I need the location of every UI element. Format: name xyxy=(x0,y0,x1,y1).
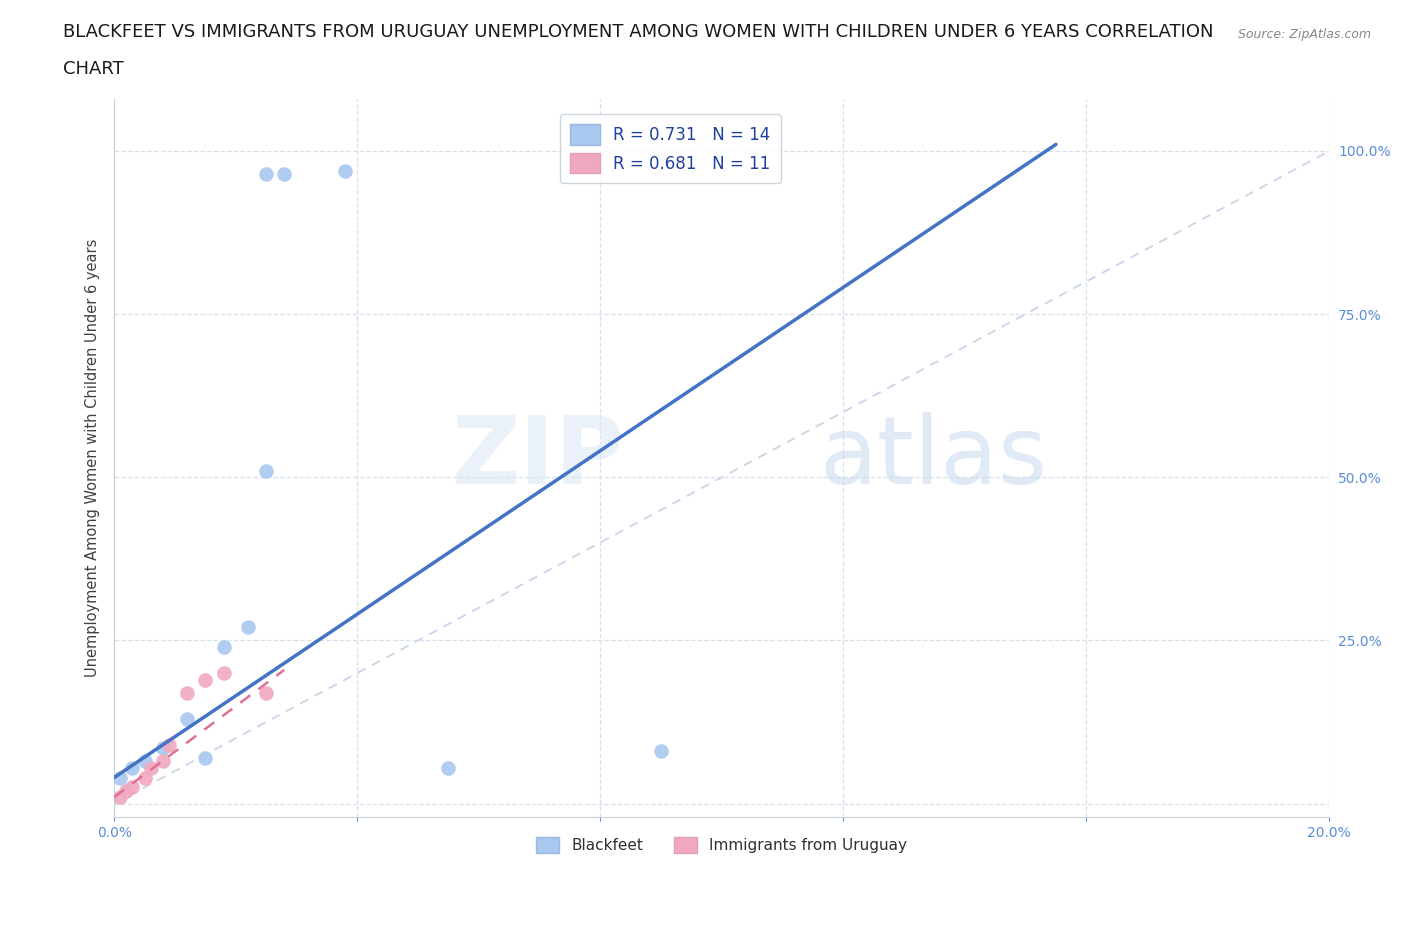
Text: BLACKFEET VS IMMIGRANTS FROM URUGUAY UNEMPLOYMENT AMONG WOMEN WITH CHILDREN UNDE: BLACKFEET VS IMMIGRANTS FROM URUGUAY UNE… xyxy=(63,23,1213,41)
Point xyxy=(152,740,174,755)
Text: ZIP: ZIP xyxy=(451,412,624,504)
Point xyxy=(194,751,217,765)
Point xyxy=(437,761,460,776)
Legend: Blackfeet, Immigrants from Uruguay: Blackfeet, Immigrants from Uruguay xyxy=(530,831,914,859)
Text: Source: ZipAtlas.com: Source: ZipAtlas.com xyxy=(1237,28,1371,41)
Point xyxy=(212,640,235,655)
Point xyxy=(139,761,162,776)
Point xyxy=(110,790,132,804)
Point xyxy=(121,761,143,776)
Point xyxy=(176,685,198,700)
Point xyxy=(115,783,138,798)
Text: atlas: atlas xyxy=(818,412,1047,504)
Point xyxy=(134,754,156,769)
Y-axis label: Unemployment Among Women with Children Under 6 years: Unemployment Among Women with Children U… xyxy=(86,238,100,677)
Point xyxy=(254,166,277,181)
Point xyxy=(152,754,174,769)
Point xyxy=(236,620,259,635)
Point xyxy=(134,770,156,785)
Point xyxy=(176,711,198,726)
Point xyxy=(333,163,356,178)
Point xyxy=(254,685,277,700)
Point xyxy=(212,666,235,681)
Point xyxy=(273,166,295,181)
Point xyxy=(110,770,132,785)
Point xyxy=(157,737,180,752)
Point xyxy=(254,463,277,478)
Text: CHART: CHART xyxy=(63,60,124,78)
Point xyxy=(121,780,143,795)
Point xyxy=(650,744,672,759)
Point xyxy=(194,672,217,687)
